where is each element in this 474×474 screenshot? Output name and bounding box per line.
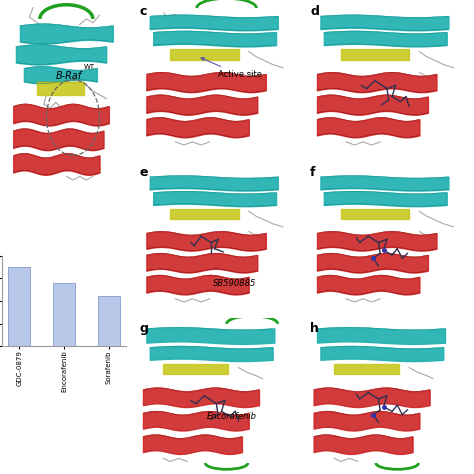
Text: e: e bbox=[139, 166, 148, 179]
Text: f: f bbox=[310, 166, 316, 179]
Text: B-Raf: B-Raf bbox=[56, 71, 82, 81]
Text: h: h bbox=[310, 322, 319, 335]
Text: g: g bbox=[139, 322, 148, 335]
Text: Encorafenib: Encorafenib bbox=[207, 411, 257, 420]
Bar bbox=[98, 297, 120, 346]
Bar bbox=[8, 267, 30, 346]
Text: SB590885: SB590885 bbox=[213, 279, 257, 288]
Text: WT: WT bbox=[83, 64, 95, 70]
Text: Active site: Active site bbox=[201, 58, 262, 79]
Text: d: d bbox=[310, 5, 319, 18]
Text: c: c bbox=[139, 5, 147, 18]
Bar bbox=[53, 283, 75, 346]
